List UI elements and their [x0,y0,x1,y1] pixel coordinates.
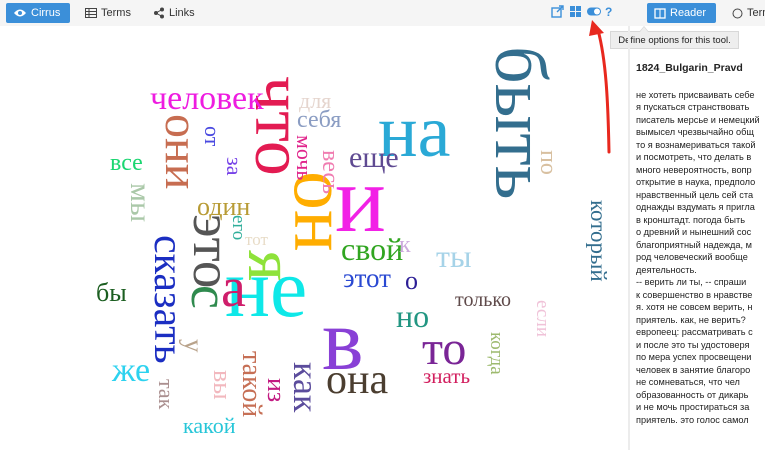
cloud-word[interactable]: к [399,232,411,258]
toolbar: Cirrus Terms Links ? Reader Terms [0,0,765,26]
tab-label: Terms [101,7,131,19]
reader-line: европеец: рассматривать с [636,327,753,337]
table-icon [85,8,97,18]
cloud-word[interactable]: на [378,91,451,173]
reader-line: и не мочь простираться за [636,402,750,412]
reader-line: я. хотя не совсем верить, н [636,302,753,312]
reader-line: однажды вздумать я пригла [636,202,755,212]
cloud-word[interactable]: бы [96,278,127,307]
cloud-word[interactable]: себя [297,107,342,133]
reader-line: то я вознамериваться такой [636,139,756,150]
tab-label: Links [169,7,195,19]
word-cloud: быть на и что он не в я а это с они сказать она то как э… [0,26,628,450]
panel-divider[interactable] [628,26,630,450]
tooltip: Define options for this tool. [610,26,739,49]
cloud-word[interactable]: но [396,298,430,334]
reader-panel: 1824_Bulgarin_Pravd не хотеть присваиват… [636,62,765,450]
cloud-word[interactable]: она [326,357,389,403]
cloud-word[interactable]: же [112,352,151,389]
reader-line: вымысел чрезвычайно общ [636,127,754,137]
reader-line: -- верить ли ты, -- спраши [636,277,747,287]
tab-cirrus[interactable]: Cirrus [6,3,70,23]
reader-line: к совершенство в нравстве [636,289,753,300]
cloud-word[interactable]: человек [150,80,264,117]
reader-line: деятельность. [636,264,697,275]
reader-line: род человеческий вообще [636,252,748,262]
toggle-icon[interactable] [586,5,601,20]
cloud-word[interactable]: не [225,242,308,335]
reader-line: образованность от дикарь [636,389,749,400]
cloud-word[interactable]: свой [341,231,404,267]
cloud-word[interactable]: а [221,257,246,319]
reader-line: не сомневаться, что чел [636,377,740,387]
cloud-word[interactable]: еще [349,141,399,174]
share-icon [153,7,165,19]
cloud-word[interactable]: ты [436,238,472,274]
reader-line: приятель. как, не верить? [636,314,746,325]
tab-label: Reader [670,7,707,19]
cloud-word[interactable]: этот [343,263,391,293]
cloud-word[interactable]: только [455,289,512,311]
reader-line: не хотеть присваивать себе [636,89,755,100]
eye-icon [13,8,27,18]
help-icon[interactable]: ? [605,5,613,19]
reader-line: писатель мерсье и немецкий [636,114,760,125]
windows-icon[interactable] [569,5,584,20]
cloud-word[interactable]: для [299,88,332,113]
export-icon[interactable] [551,5,566,20]
book-icon [654,7,666,19]
cloud-word[interactable]: то [422,322,467,375]
tab-label: Terms [747,7,765,19]
reader-line: благоприятный надежда, м [636,239,752,250]
tab-terms-right[interactable]: Terms [725,3,765,23]
reader-line: открытие в наука, предполо [636,177,756,187]
tab-reader[interactable]: Reader [647,3,716,23]
cloud-word[interactable]: какой [183,413,236,438]
reader-line: приятель. это голос самол [636,414,749,425]
cloud-word[interactable]: знать [423,364,471,388]
document-title: 1824_Bulgarin_Pravd [636,62,743,74]
reader-line: и посмотреть, что делать в [636,152,752,162]
reader-line: много невероятность, вопр [636,164,752,175]
reader-line: о древний и нынешний сос [636,227,752,237]
reader-text: не хотеть присваивать себе я пускаться ст… [636,89,765,427]
reader-line: я пускаться странствовать [636,102,750,112]
reader-line: человек в занятие благоро [636,364,751,375]
tab-links[interactable]: Links [146,3,202,23]
reader-line: нравственный цель сей ста [636,189,754,200]
cloud-word[interactable]: все [110,150,143,176]
cloud-word[interactable]: о [405,266,418,295]
clock-icon [732,8,743,19]
cloud-word[interactable]: тот [245,230,268,249]
cloud-word[interactable]: и [335,146,386,252]
reader-line: и после это ты удостоверя [636,339,750,350]
reader-line: по мера успех просвещени [636,352,752,362]
tab-terms[interactable]: Terms [78,3,140,23]
cloud-word[interactable]: один [197,192,251,221]
tab-label: Cirrus [31,7,61,19]
cloud-word[interactable]: в [322,292,364,389]
reader-line: в кронштадт. погода быть [636,214,746,225]
